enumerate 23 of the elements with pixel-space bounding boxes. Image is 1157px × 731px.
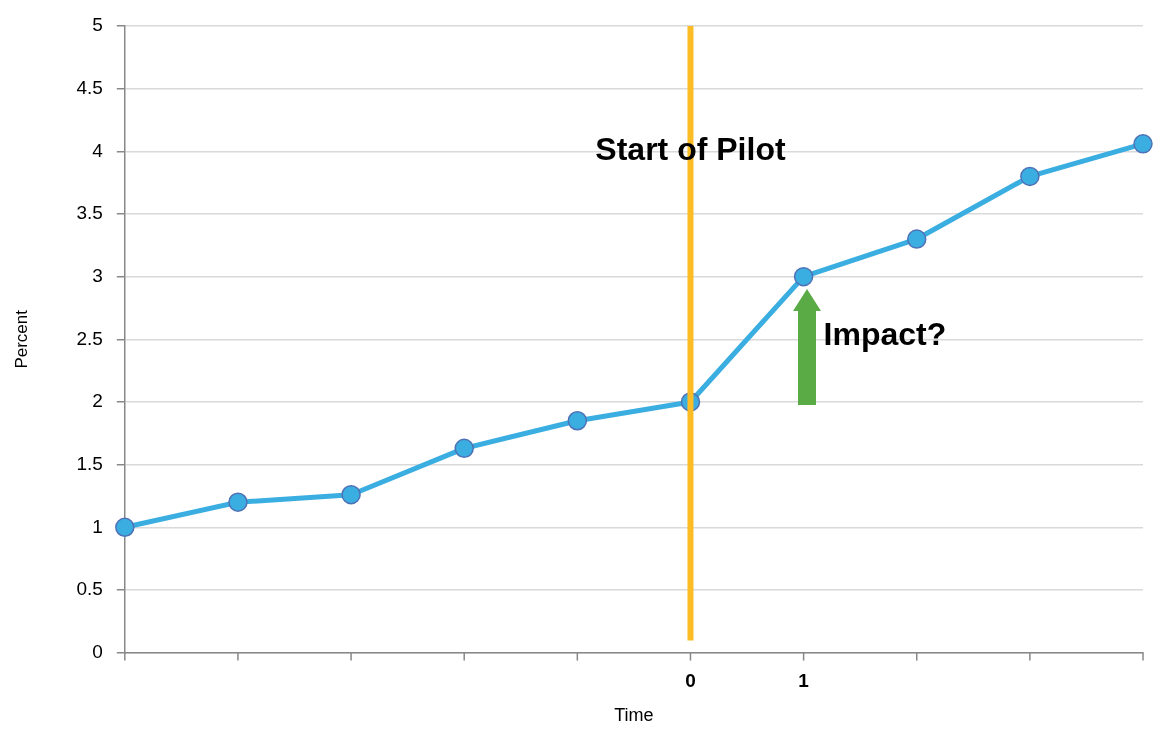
y-tick-label: 1.5	[76, 452, 103, 474]
point	[115, 517, 135, 538]
y-axis-title: Percent	[11, 309, 31, 369]
y-tick-label: 5	[92, 14, 103, 36]
y-tick-label: 4.5	[76, 76, 103, 98]
y-tick-label: 0.5	[76, 578, 103, 600]
y-tick-label: 2.5	[76, 327, 103, 349]
y-tick-label: 0	[92, 640, 103, 662]
point	[567, 411, 588, 431]
y-tick-label: 3.5	[76, 202, 103, 224]
annotation: Impact?	[823, 316, 947, 353]
point	[906, 229, 927, 249]
y-tick-label: 1	[92, 515, 103, 537]
point	[1133, 134, 1153, 154]
y-tick-label: 3	[92, 264, 103, 286]
point	[1020, 166, 1040, 187]
point	[228, 492, 248, 512]
x-axis-title: Time	[614, 705, 654, 726]
point	[454, 438, 474, 459]
point	[341, 484, 361, 505]
point	[793, 266, 814, 287]
y-tick-label: 2	[92, 390, 103, 412]
y-tick-label: 4	[92, 139, 104, 161]
